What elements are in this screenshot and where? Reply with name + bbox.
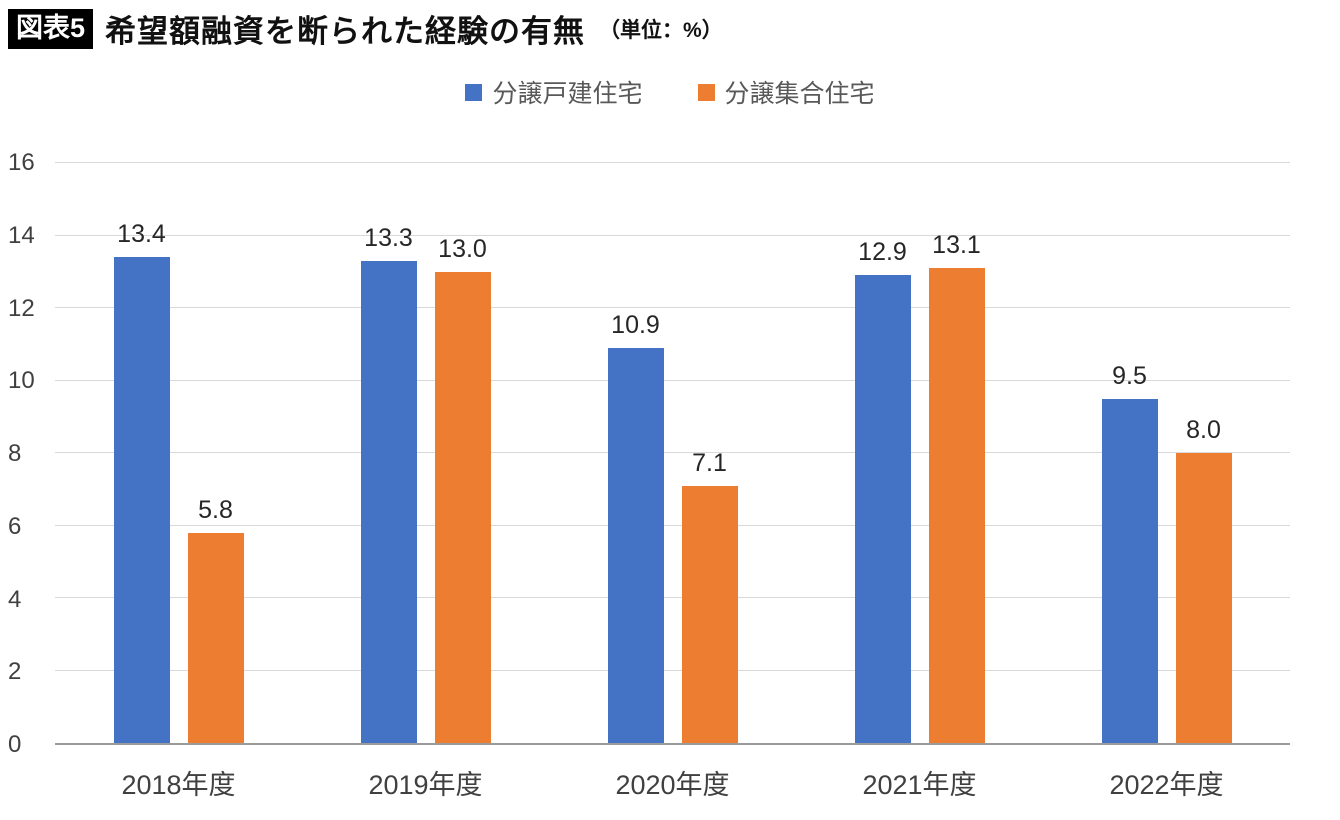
gridline	[55, 452, 1290, 453]
bar-series1-cat4: 8.0	[1175, 416, 1232, 743]
y-axis-tick-label: 12	[8, 294, 35, 322]
figure-number-badge: 図表5	[8, 8, 94, 49]
category-label: 2022年度	[1109, 770, 1224, 800]
gridline	[55, 162, 1290, 163]
bar-group-1: 13.3 13.0 2019年度	[360, 163, 491, 800]
category-label: 2019年度	[368, 770, 483, 800]
gridline	[55, 234, 1290, 236]
bar-group-0: 13.4 5.8 2018年度	[113, 163, 244, 800]
bar-group-2: 10.9 7.1 2020年度	[607, 163, 738, 800]
bar-value-label: 5.8	[198, 495, 233, 524]
plot-area: 13.4 5.8 2018年度 13.3 13.0 2019年度 10.9 7.1 2020年度…	[55, 162, 1290, 800]
bar-series1-cat0: 5.8	[187, 496, 244, 743]
bar-series0-cat3: 12.9	[854, 238, 911, 743]
y-axis-tick-label: 16	[8, 149, 35, 176]
bar-series0-cat1: 13.3	[360, 224, 417, 743]
bar-group-3: 12.9 13.1 2021年度	[854, 163, 985, 800]
bar-value-label: 13.1	[932, 231, 981, 260]
y-axis-tick-label: 6	[8, 512, 22, 540]
gridline	[55, 307, 1290, 308]
bar-series0-cat2: 10.9	[607, 311, 664, 743]
bar-series1-cat3: 13.1	[928, 231, 985, 743]
bar-value-label: 13.0	[438, 234, 487, 263]
y-axis-tick-label: 2	[8, 658, 22, 686]
legend-item-1: 分譲集合住宅	[697, 74, 875, 110]
bar-value-label: 7.1	[692, 448, 727, 477]
bar-series1-cat2: 7.1	[681, 449, 738, 743]
legend-label: 分譲戸建住宅	[492, 80, 643, 108]
bar-value-label: 10.9	[611, 310, 660, 339]
bar-value-label: 13.3	[364, 223, 413, 252]
legend-item-0: 分譲戸建住宅	[465, 74, 643, 110]
y-axis-labels: 0 2 4 6 8 10 12 14 16	[8, 149, 52, 758]
y-axis-tick-label: 8	[8, 440, 22, 467]
bar-groups: 13.4 5.8 2018年度 13.3 13.0 2019年度 10.9 7.1 2020年度…	[55, 163, 1290, 800]
bar-series0-cat0: 13.4	[113, 220, 170, 743]
y-axis-tick-label: 0	[8, 731, 22, 758]
category-label: 2020年度	[615, 770, 730, 800]
gridline	[55, 379, 1290, 381]
bar-value-label: 13.4	[117, 220, 166, 249]
chart-area: 0 2 4 6 8 10 12 14 16 13.4 5.8 2018年度 13.3 13.0 2019年…	[0, 149, 1340, 800]
category-label: 2021年度	[862, 770, 977, 800]
y-axis-tick-label: 10	[8, 367, 35, 395]
chart-legend: 分譲戸建住宅 分譲集合住宅	[0, 74, 1340, 110]
bar-value-label: 9.5	[1112, 361, 1147, 390]
figure-header: 図表5 希望額融資を断られた経験の有無 （単位：%）	[8, 6, 723, 51]
legend-label: 分譲集合住宅	[724, 80, 875, 108]
bar-group-4: 9.5 8.0 2022年度	[1101, 163, 1232, 800]
bar-series1-cat1: 13.0	[434, 235, 491, 743]
category-label: 2018年度	[121, 770, 236, 800]
bar-series0-cat4: 9.5	[1101, 362, 1158, 743]
gridline	[55, 597, 1290, 598]
legend-color-icon	[465, 83, 483, 101]
legend-color-icon	[697, 83, 715, 101]
chart-title: 希望額融資を断られた経験の有無	[105, 14, 586, 49]
gridline	[55, 524, 1290, 526]
y-axis-tick-label: 4	[8, 585, 22, 613]
gridline	[55, 669, 1290, 671]
unit-label: （単位：%）	[599, 18, 723, 42]
bar-value-label: 12.9	[858, 238, 907, 267]
y-axis-tick-label: 14	[8, 221, 35, 249]
bar-value-label: 8.0	[1186, 416, 1221, 444]
